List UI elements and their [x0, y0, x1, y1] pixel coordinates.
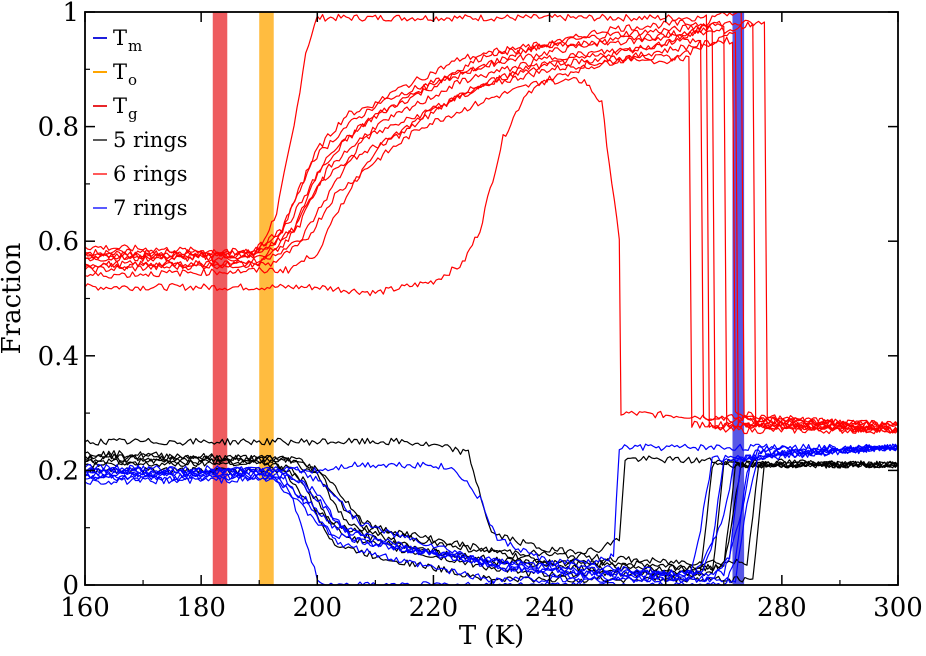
- legend-label-t-g: Tg: [113, 94, 138, 123]
- y-axis-title: Fraction: [0, 242, 27, 354]
- x-tick-label: 260: [641, 593, 691, 623]
- legend-label-t-m: Tm: [113, 26, 142, 55]
- series-line-7-rings-8: [84, 444, 899, 576]
- x-tick-label: 300: [873, 593, 923, 623]
- series-line-6-rings-6: [84, 36, 899, 434]
- legend-label-7-rings: 7 rings: [113, 196, 188, 220]
- ticks-layer: 160 180 200 220 240 260 280 300 0 0.2 0.4 0.6 0.8 1: [38, 0, 923, 623]
- y-tick-label: 0.4: [38, 342, 79, 372]
- band-t-m: [732, 12, 745, 585]
- series-line-7-rings-1: [84, 443, 899, 566]
- x-tick-label: 280: [757, 593, 807, 623]
- series-line-6-rings-11: [84, 11, 899, 432]
- series-line-6-rings-7: [84, 21, 899, 434]
- y-tick-label: 1: [62, 0, 79, 28]
- legend-label-6-rings: 6 rings: [113, 162, 188, 186]
- series-line-6-rings-9: [84, 37, 899, 427]
- series-line-6-rings-1: [84, 13, 899, 434]
- x-tick-label: 160: [60, 593, 110, 623]
- legend-label-t-o: To: [113, 60, 137, 89]
- series-line-6-rings-8: [84, 19, 899, 428]
- series-line-6-rings-3: [84, 25, 899, 435]
- band-t-g: [212, 12, 228, 585]
- series-line-5-rings-1: [84, 437, 899, 555]
- legend-label-5-rings: 5 rings: [113, 128, 188, 152]
- series-line-5-rings-4: [84, 457, 899, 578]
- series-line-5-rings-7: [84, 452, 899, 572]
- x-tick-label: 200: [292, 593, 342, 623]
- y-tick-label: 0: [62, 571, 79, 601]
- y-tick-label: 0.2: [38, 456, 79, 486]
- x-tick-label: 180: [176, 593, 226, 623]
- series-line-6-rings-10: [84, 31, 899, 433]
- y-tick-label: 0.6: [38, 227, 79, 257]
- band-t-o: [259, 12, 274, 585]
- y-tick-label: 0.8: [38, 113, 79, 143]
- series-layer: [84, 11, 899, 586]
- legend: Tm To Tg 5 rings 6 rings 7 rings: [93, 26, 188, 220]
- x-tick-label: 220: [409, 593, 459, 623]
- series-line-5-rings-2: [84, 450, 899, 566]
- series-line-6-rings-4: [84, 53, 899, 429]
- x-tick-label: 240: [525, 593, 575, 623]
- x-axis-title: T (K): [459, 621, 524, 651]
